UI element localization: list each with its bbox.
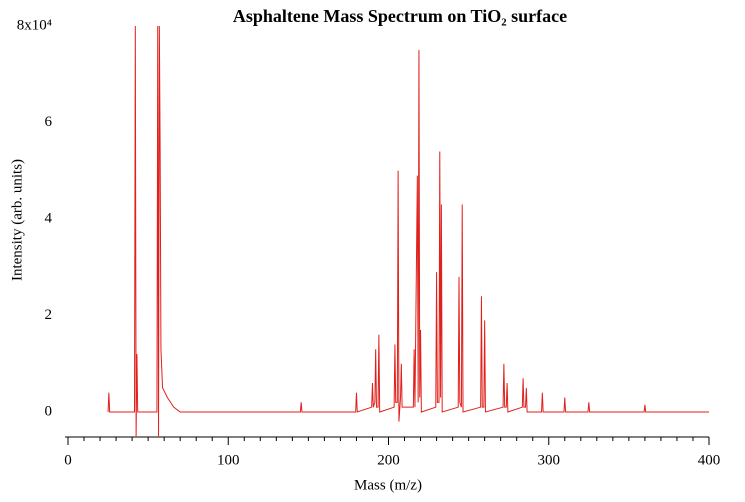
y-tick-label: 6: [45, 114, 53, 130]
y-tick-label: 8x10⁴: [17, 17, 52, 33]
x-axis-label: Mass (m/z): [354, 477, 422, 493]
y-tick-label: 4: [45, 210, 53, 226]
x-tick-label: 200: [377, 452, 400, 468]
y-axis-label: Intensity (arb. units): [9, 159, 25, 281]
x-tick-label: 0: [64, 452, 72, 468]
chart-title: Asphaltene Mass Spectrum on TiO₂ surface: [233, 6, 567, 26]
y-tick-label: 2: [45, 307, 53, 323]
y-tick-label: 0: [45, 403, 53, 419]
x-tick-label: 400: [698, 452, 721, 468]
x-tick-label: 300: [538, 452, 561, 468]
spectrum-line: [107, 25, 709, 437]
x-tick-label: 100: [217, 452, 240, 468]
